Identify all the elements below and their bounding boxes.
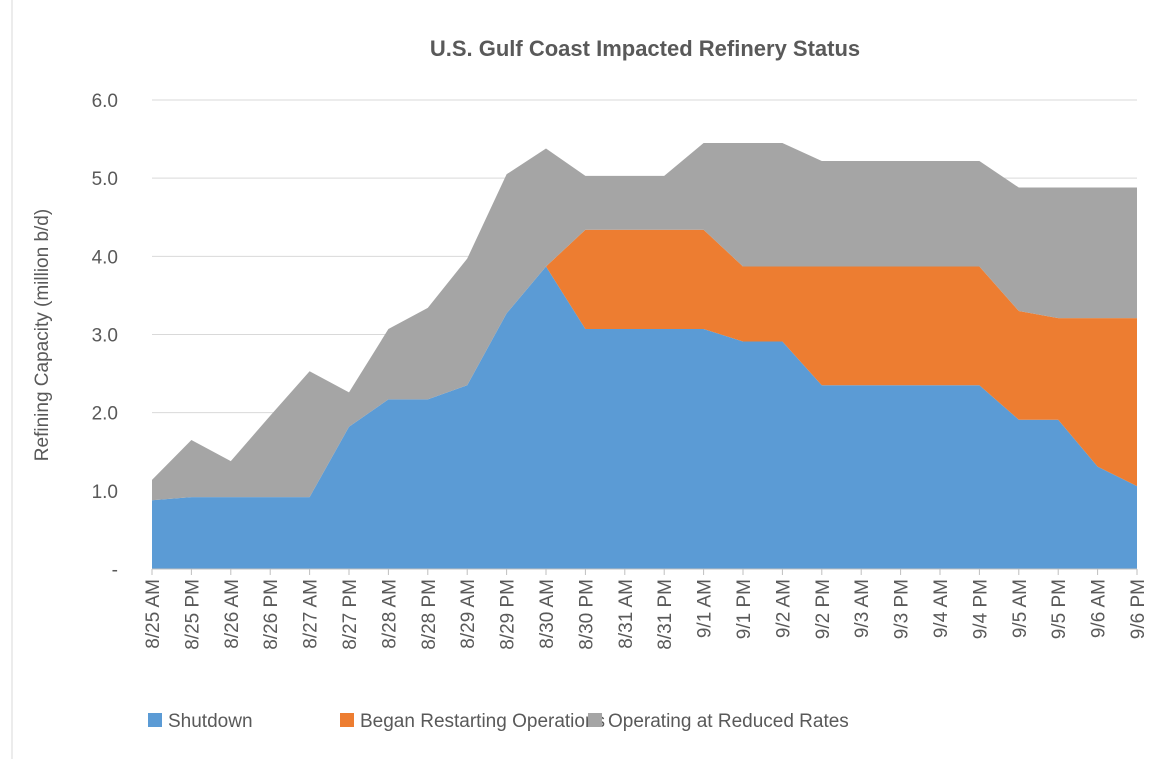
y-tick-label: 6.0 bbox=[92, 91, 118, 112]
x-tick-label: 8/28 PM bbox=[419, 579, 440, 650]
x-tick-label: 8/27 PM bbox=[340, 579, 361, 650]
x-tick-label: 9/1 PM bbox=[734, 579, 755, 639]
legend-swatch bbox=[588, 713, 602, 727]
legend-label: Operating at Reduced Rates bbox=[608, 711, 849, 732]
x-tick-label: 8/29 PM bbox=[498, 579, 519, 650]
x-tick-label: 9/6 PM bbox=[1128, 579, 1149, 639]
x-tick-label: 8/30 PM bbox=[576, 579, 597, 650]
area bbox=[152, 142, 1137, 501]
x-tick-label: 8/25 PM bbox=[182, 579, 203, 650]
x-tick-label: 9/6 AM bbox=[1089, 579, 1110, 638]
legend-label: Shutdown bbox=[168, 711, 253, 732]
chart-title: U.S. Gulf Coast Impacted Refinery Status bbox=[430, 36, 860, 61]
x-tick-label: 9/4 PM bbox=[970, 579, 991, 639]
x-tick-label: 8/31 AM bbox=[616, 579, 637, 649]
y-tick-label: - bbox=[112, 560, 118, 581]
y-tick-label: 3.0 bbox=[92, 326, 118, 347]
x-tick-label: 8/29 AM bbox=[458, 579, 479, 649]
x-tick-label: 9/4 AM bbox=[931, 579, 952, 638]
y-tick-label: 5.0 bbox=[92, 169, 118, 190]
y-axis-label: Refining Capacity (million b/d) bbox=[32, 209, 53, 461]
x-tick-label: 9/3 PM bbox=[892, 579, 913, 639]
legend-swatch bbox=[340, 713, 354, 727]
y-tick-label: 1.0 bbox=[92, 482, 118, 503]
legend-label: Began Restarting Operations bbox=[360, 711, 605, 732]
x-tick-label: 8/27 AM bbox=[301, 579, 322, 649]
x-tick-label: 8/26 PM bbox=[261, 579, 282, 650]
x-tick-label: 9/3 AM bbox=[852, 579, 873, 638]
x-tick-label: 9/5 PM bbox=[1049, 579, 1070, 639]
legend-swatch bbox=[148, 713, 162, 727]
x-tick-label: 9/5 AM bbox=[1010, 579, 1031, 638]
y-tick-label: 4.0 bbox=[92, 247, 118, 268]
x-tick-label: 8/25 AM bbox=[143, 579, 164, 649]
y-tick-label: 2.0 bbox=[92, 404, 118, 425]
x-tick-label: 9/2 PM bbox=[813, 579, 834, 639]
x-tick-label: 8/30 AM bbox=[537, 579, 558, 649]
x-tick-label: 8/31 PM bbox=[655, 579, 676, 650]
x-tick-label: 8/28 AM bbox=[379, 579, 400, 649]
x-tick-label: 9/2 AM bbox=[773, 579, 794, 638]
area bbox=[152, 266, 1137, 569]
area bbox=[152, 229, 1137, 501]
x-tick-label: 8/26 AM bbox=[222, 579, 243, 649]
x-tick-label: 9/1 AM bbox=[695, 579, 716, 638]
